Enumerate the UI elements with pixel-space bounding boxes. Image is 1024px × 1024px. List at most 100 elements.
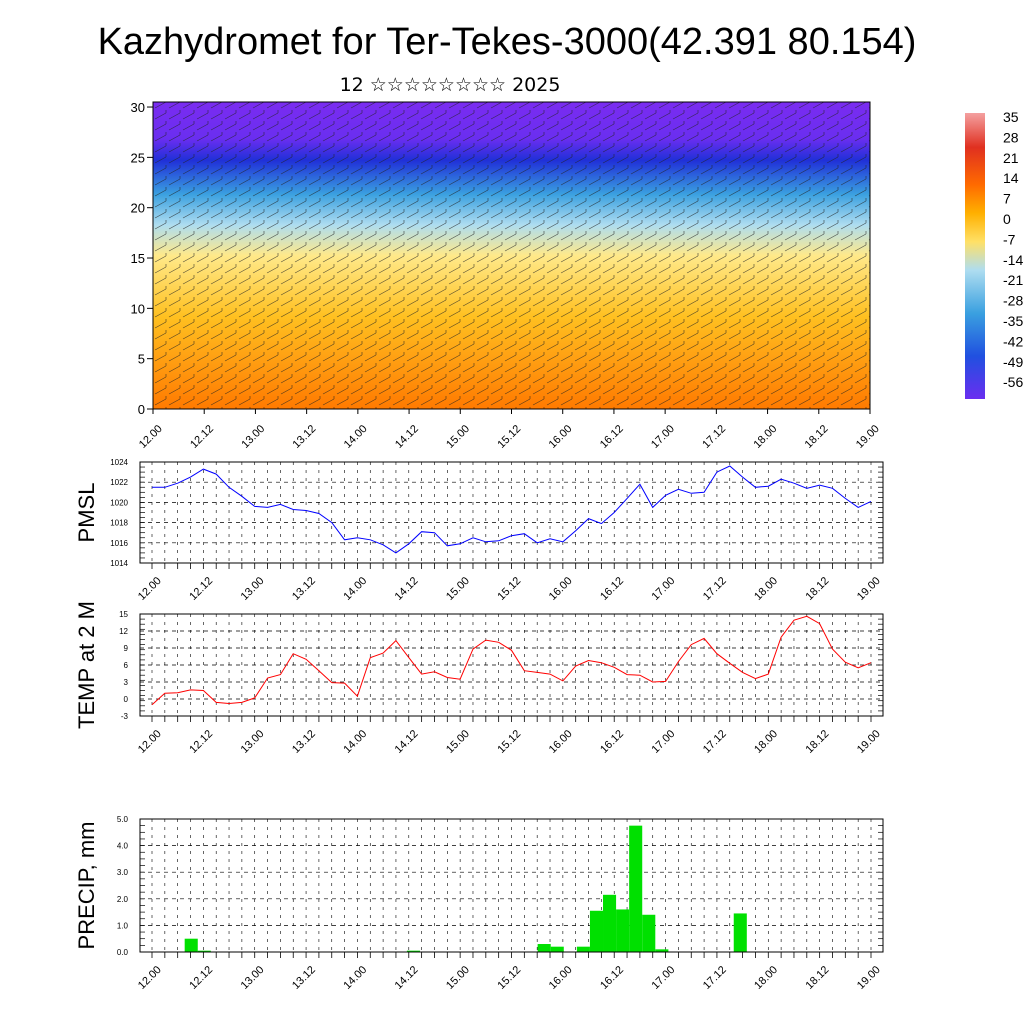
heatmap-y-axis: 0 5 10 15 20 25 30 — [131, 100, 153, 417]
x-tick-label: 15.00 — [444, 964, 472, 992]
x-tick-label: 15.00 — [444, 575, 472, 603]
x-tick-label: 12.12 — [187, 964, 215, 992]
y-tick-label: 1016 — [110, 539, 128, 548]
colorbar-label: 21 — [1003, 150, 1019, 166]
x-tick-label: 16.12 — [598, 423, 626, 451]
x-tick-label: 19.00 — [854, 423, 882, 451]
colorbar-label: -14 — [1003, 252, 1023, 268]
x-tick-label: 17.12 — [701, 575, 729, 603]
colorbar-label: -35 — [1003, 313, 1023, 329]
heatmap-x-axis: 12.00 12.12 13.00 13.12 14.00 14.12 15.00 15.12… — [137, 409, 882, 451]
x-tick-label: 16.00 — [547, 728, 575, 756]
colorbar-label: 14 — [1003, 170, 1019, 186]
panel-frame — [139, 613, 884, 717]
series-line — [151, 615, 872, 706]
x-tick-label: 12.12 — [187, 728, 215, 756]
x-tick-label: 12.00 — [137, 423, 165, 451]
x-tick-label: 14.12 — [393, 575, 421, 603]
x-tick-label: 16.12 — [598, 964, 626, 992]
precip-bar — [550, 946, 564, 952]
x-tick-label: 16.12 — [598, 728, 626, 756]
x-tick-label: 16.00 — [547, 423, 575, 451]
y-axis-title: TEMP at 2 M — [74, 601, 99, 729]
x-tick-label: 18.00 — [752, 575, 780, 603]
y-tick-label: 5.0 — [117, 815, 129, 824]
precip-bar — [642, 914, 656, 952]
x-tick-label: 18.12 — [803, 423, 831, 451]
pmsl-panel: 1014 1016 1018 1020 1022 1024 12.00 12.12 13.00 1… — [74, 458, 884, 603]
colorbar-label: -49 — [1003, 354, 1023, 370]
x-tick-label: 17.00 — [649, 728, 677, 756]
x-tick-label: 16.12 — [598, 575, 626, 603]
x-tick-label: 14.12 — [393, 423, 421, 451]
y-tick-label: 2.0 — [117, 895, 129, 904]
colorbar-label: 28 — [1003, 129, 1019, 145]
y-tick-label: 30 — [131, 100, 145, 115]
panel-frame — [139, 461, 884, 564]
precip-panel: 0.0 1.0 2.0 3.0 4.0 5.0 12.00 12.12 13.00 13.12 14… — [74, 815, 884, 992]
x-tick-label: 16.00 — [547, 575, 575, 603]
y-tick-label: 15 — [119, 610, 128, 619]
y-tick-label: 4.0 — [117, 842, 129, 851]
y-tick-label: 5 — [138, 352, 145, 367]
colorbar-label: -7 — [1003, 231, 1016, 247]
y-tick-label: 1022 — [110, 478, 128, 487]
colorbar-label: -28 — [1003, 293, 1023, 309]
y-tick-label: 10 — [131, 301, 145, 316]
x-tick-label: 17.00 — [649, 423, 677, 451]
x-tick-label: 12.00 — [136, 728, 164, 756]
x-tick-label: 15.12 — [495, 423, 523, 451]
y-tick-label: 6 — [124, 661, 129, 670]
x-tick-label: 19.00 — [855, 964, 883, 992]
x-tick-label: 13.00 — [239, 964, 267, 992]
y-tick-label: 3.0 — [117, 868, 129, 877]
x-tick-label: 13.12 — [290, 964, 318, 992]
x-tick-label: 14.00 — [341, 964, 369, 992]
panel-frame — [139, 818, 884, 953]
x-tick-label: 18.00 — [751, 423, 779, 451]
y-tick-label: 25 — [131, 150, 145, 165]
cross-section-panel: 0 5 10 15 20 25 30 12.00 12.12 13.00 13.12 14.00 14… — [131, 100, 882, 451]
x-tick-label: 15.00 — [444, 423, 472, 451]
x-tick-label: 13.12 — [291, 423, 319, 451]
page-title: Kazhydromet for Ter-Tekes-3000(42.391 80… — [98, 21, 917, 63]
y-axis-title: PRECIP, mm — [74, 822, 99, 950]
colorbar-labels: 35 28 21 14 7 0 -7 -14 -21 -28 -35 -42 -49 -56 — [1003, 109, 1023, 390]
y-tick-label: -3 — [121, 712, 129, 721]
y-tick-label: 3 — [124, 678, 129, 687]
x-tick-label: 17.00 — [649, 575, 677, 603]
y-tick-label: 1018 — [110, 519, 128, 528]
y-axis-title: PMSL — [74, 483, 99, 543]
precip-bar — [655, 949, 669, 952]
y-tick-label: 15 — [131, 251, 145, 266]
y-tick-label: 1014 — [110, 559, 128, 568]
x-tick-label: 13.12 — [290, 728, 318, 756]
y-tick-label: 0 — [138, 402, 145, 417]
precip-bar — [589, 910, 604, 952]
colorbar-label: 7 — [1003, 191, 1011, 207]
x-tick-label: 18.00 — [752, 728, 780, 756]
x-tick-label: 17.12 — [701, 964, 729, 992]
x-tick-label: 19.00 — [855, 575, 883, 603]
x-tick-label: 17.12 — [700, 423, 728, 451]
y-tick-label: 0 — [124, 695, 129, 704]
x-tick-label: 18.12 — [804, 964, 832, 992]
x-tick-label: 13.12 — [290, 575, 318, 603]
x-tick-label: 14.12 — [393, 728, 421, 756]
colorbar-label: -42 — [1003, 333, 1023, 349]
precip-bar — [197, 950, 211, 952]
x-tick-label: 15.12 — [495, 728, 523, 756]
colorbar-label: -56 — [1003, 374, 1023, 390]
x-tick-label: 17.00 — [649, 964, 677, 992]
x-tick-label: 12.12 — [187, 575, 215, 603]
temperature-panel: -3 0 3 6 9 12 15 12.00 12.12 13.00 13.12 14.00 14.12… — [74, 601, 884, 756]
colorbar-gradient — [965, 113, 985, 399]
x-tick-label: 14.00 — [341, 575, 369, 603]
x-tick-label: 14.12 — [393, 964, 421, 992]
y-tick-label: 9 — [124, 644, 129, 653]
x-tick-label: 13.00 — [239, 575, 267, 603]
precip-bar — [184, 938, 198, 952]
x-tick-label: 18.00 — [752, 964, 780, 992]
x-tick-label: 18.12 — [804, 575, 832, 603]
